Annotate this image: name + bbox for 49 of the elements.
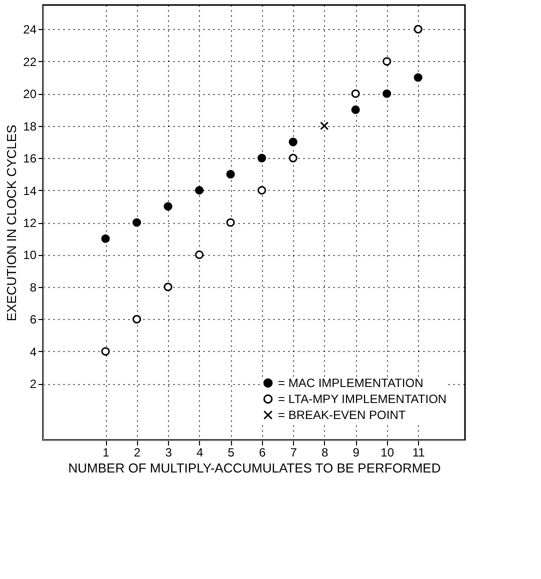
point [382, 57, 392, 66]
point [226, 218, 235, 227]
x-tick-label: 1 [102, 446, 110, 460]
point [132, 314, 142, 324]
x-tick-label: 4 [196, 446, 204, 460]
legend-label: = LTA-MPY IMPLEMENTATION [278, 392, 447, 406]
point [382, 89, 392, 98]
point [414, 24, 422, 34]
y-tick-label: 20 [23, 87, 37, 102]
y-tick-label: 22 [23, 54, 37, 69]
y-tick-label: 10 [23, 248, 37, 262]
point [132, 218, 142, 227]
x-tick-label: 11 [412, 446, 426, 460]
x-tick-label: 5 [228, 446, 235, 460]
x-axis-title: NUMBER OF MULTIPLY-ACCUMULATES TO BE PERFORMED [68, 460, 441, 476]
y-axis-title: EXECUTION IN CLOCK CYCLES [4, 124, 20, 322]
point [351, 105, 360, 114]
y-tick-label: 6 [30, 312, 37, 327]
y-tick-label: 14 [23, 184, 37, 198]
point [288, 138, 298, 146]
point [164, 282, 172, 292]
point [226, 170, 235, 178]
x-tick-label: 6 [258, 446, 266, 460]
x-tick-label: 9 [352, 446, 360, 460]
y-tick-label: 8 [30, 280, 37, 294]
point [164, 202, 172, 211]
point [258, 186, 266, 195]
y-tick-label: 16 [23, 152, 37, 166]
point [414, 73, 422, 82]
y-tick-label: 12 [23, 216, 37, 230]
point [258, 154, 266, 162]
y-tick-label: 18 [23, 119, 37, 134]
x-tick-label: 10 [380, 446, 394, 460]
point [101, 234, 110, 243]
x-tick-label: 8 [321, 446, 328, 460]
point [195, 186, 204, 195]
x-tick-label: 3 [165, 446, 172, 460]
x-tick-label: 7 [290, 446, 298, 460]
point [288, 154, 298, 162]
point [320, 122, 329, 130]
point [195, 250, 204, 259]
legend-label: = MAC IMPLEMENTATION [278, 376, 424, 390]
point [351, 89, 360, 98]
point [101, 347, 110, 356]
x-tick-label: 2 [134, 446, 141, 460]
y-tick-label: 4 [30, 344, 37, 359]
y-tick-label: 2 [30, 377, 37, 392]
y-tick-label: 24 [23, 22, 37, 37]
legend-label: = BREAK-EVEN POINT [278, 408, 406, 422]
